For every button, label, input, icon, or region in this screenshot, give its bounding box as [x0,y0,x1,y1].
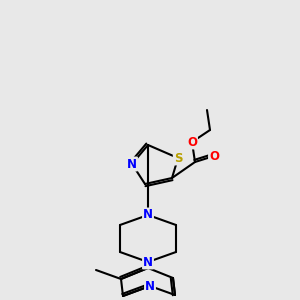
Text: S: S [174,152,182,164]
Text: N: N [145,280,155,292]
Text: O: O [187,136,197,148]
Text: N: N [143,256,153,268]
Text: N: N [143,208,153,221]
Text: N: N [127,158,137,170]
Text: O: O [209,149,219,163]
